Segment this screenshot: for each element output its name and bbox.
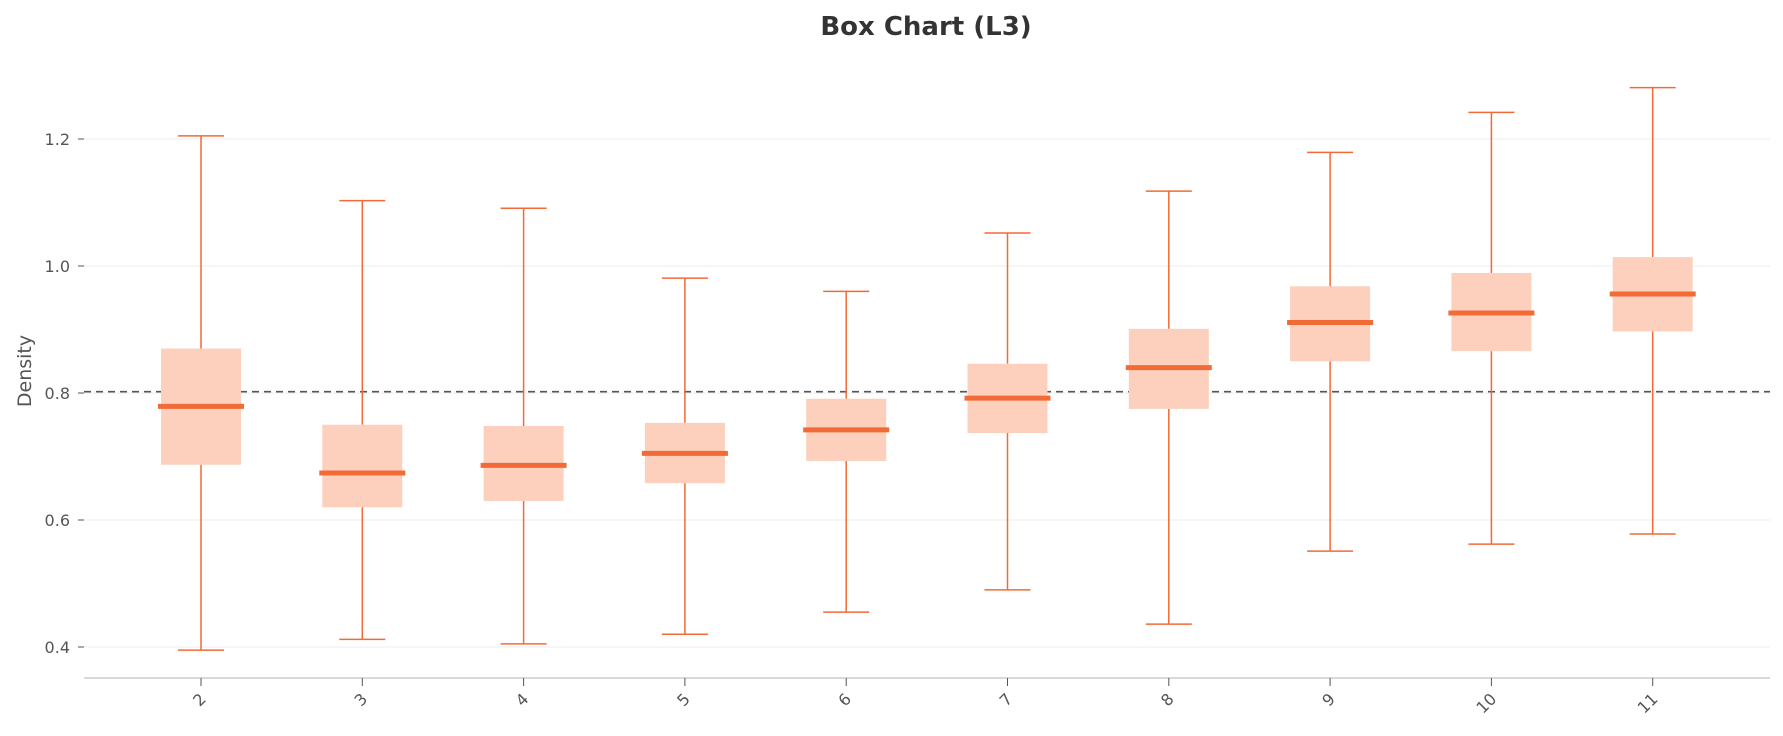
x-tick-label: 3 bbox=[350, 689, 371, 710]
x-tick-label: 4 bbox=[512, 689, 533, 710]
y-axis-label: Density bbox=[14, 335, 36, 407]
box-3 bbox=[319, 199, 406, 641]
x-tick-label: 9 bbox=[1318, 689, 1339, 710]
y-tick-label: 0.6 bbox=[45, 511, 70, 530]
x-tick-label: 10 bbox=[1472, 689, 1500, 717]
box-6 bbox=[803, 290, 890, 613]
x-tick-label: 8 bbox=[1157, 689, 1178, 710]
axis-layer: 0.4 0.6 0.8 1.0 1.2 2 3 4 5 6 7 8 9 10 11 bbox=[45, 130, 1770, 717]
box-7 bbox=[964, 232, 1051, 591]
box-9 bbox=[1287, 151, 1374, 552]
y-tick-label: 1.0 bbox=[45, 257, 70, 276]
box-layer bbox=[158, 86, 1696, 651]
grid-layer bbox=[84, 138, 1770, 648]
box-2 bbox=[158, 135, 244, 651]
x-tick-label: 6 bbox=[834, 689, 855, 710]
box-8 bbox=[1125, 190, 1212, 625]
y-tick-label: 1.2 bbox=[45, 130, 70, 149]
box-10 bbox=[1448, 111, 1535, 545]
chart-title: Box Chart (L3) bbox=[820, 12, 1031, 42]
box-4 bbox=[480, 207, 567, 645]
y-tick-label: 0.4 bbox=[45, 638, 70, 657]
iqr-box bbox=[322, 424, 403, 508]
x-tick-label: 5 bbox=[673, 689, 694, 710]
box-11 bbox=[1609, 86, 1696, 535]
box-5 bbox=[641, 277, 728, 636]
x-tick-label: 7 bbox=[996, 689, 1017, 710]
x-tick-label: 11 bbox=[1634, 689, 1662, 717]
x-tick-label: 2 bbox=[189, 689, 210, 710]
y-tick-label: 0.8 bbox=[45, 384, 70, 403]
